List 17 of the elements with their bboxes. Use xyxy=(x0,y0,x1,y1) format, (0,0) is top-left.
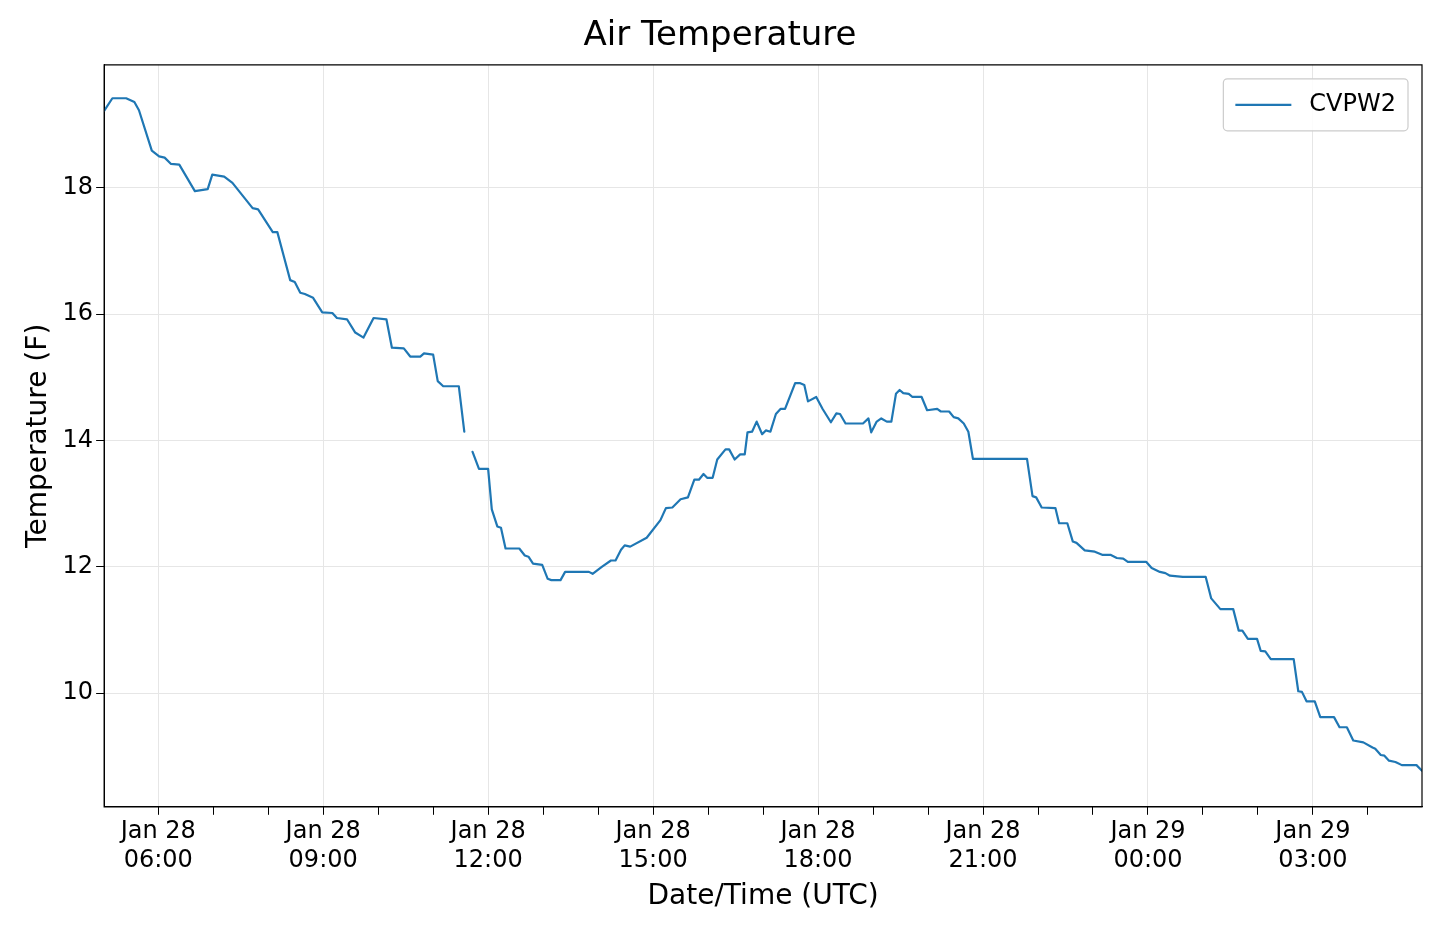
chart-title: Air Temperature xyxy=(583,13,857,54)
y-tick-label: 12 xyxy=(62,551,94,580)
y-tick-label: 18 xyxy=(62,172,94,201)
x-tick-label: Jan 28 15:00 xyxy=(613,816,691,874)
x-tick-label: Jan 28 18:00 xyxy=(778,816,856,874)
y-tick-label: 10 xyxy=(62,677,94,706)
x-tick-label: Jan 28 21:00 xyxy=(943,816,1021,874)
x-tick-label: Jan 28 12:00 xyxy=(448,816,526,874)
x-axis-title: Date/Time (UTC) xyxy=(647,878,879,912)
y-axis-title: Temperature (F) xyxy=(20,323,54,549)
x-tick-label: Jan 29 03:00 xyxy=(1273,816,1351,874)
y-tick-label: 16 xyxy=(62,298,94,327)
legend-label: CVPW2 xyxy=(1309,89,1397,118)
x-tick-label: Jan 28 06:00 xyxy=(118,816,196,874)
x-tick-label: Jan 28 09:00 xyxy=(283,816,361,874)
y-tick-label: 14 xyxy=(62,424,94,453)
x-tick-label: Jan 29 00:00 xyxy=(1108,816,1186,874)
